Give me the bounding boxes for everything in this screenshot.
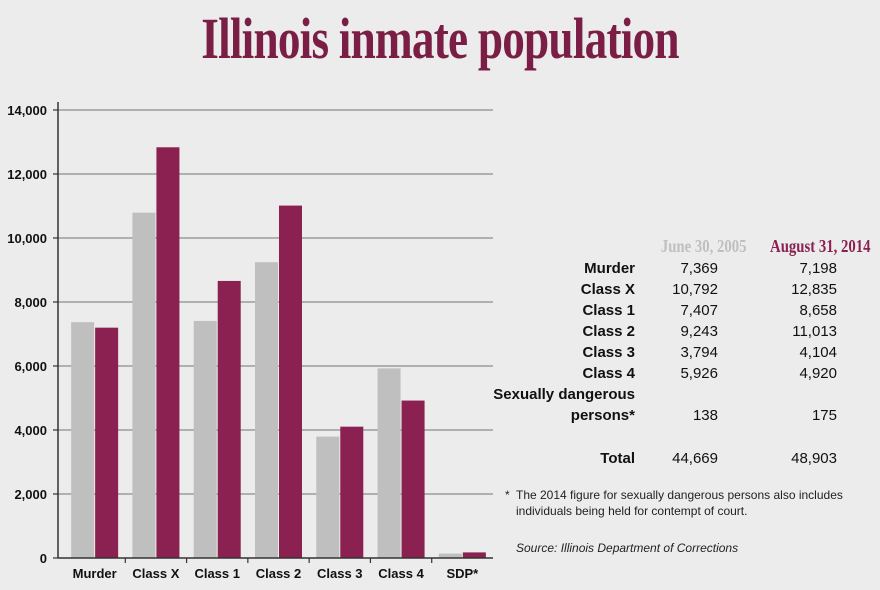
y-tick-label: 8,000: [14, 295, 47, 310]
y-tick-label: 12,000: [7, 167, 47, 182]
y-axis-ticks: 0 2,000 4,000 6,000 8,000 10,000 12,000 14,000: [7, 103, 58, 566]
chart-title: Illinois inmate population: [201, 6, 679, 71]
table-row: Class 1 7,407 8,658: [480, 302, 880, 323]
y-tick-label: 14,000: [7, 103, 47, 118]
value-2005: 44,669: [672, 450, 718, 467]
bar-2005: [316, 436, 340, 558]
bar-2005: [193, 320, 217, 558]
bar-2005: [438, 553, 462, 558]
y-tick-label: 0: [40, 551, 47, 566]
x-tick-label: Murder: [73, 566, 117, 581]
value-2005: 138: [692, 407, 718, 424]
bar-2014: [217, 280, 241, 558]
row-label: Class X: [580, 281, 635, 298]
row-label: Class 3: [582, 344, 635, 361]
value-2014: 7,198: [799, 260, 837, 277]
value-2005: 9,243: [680, 323, 718, 340]
value-2014: 11,013: [792, 323, 837, 340]
row-label: Class 4: [582, 365, 635, 382]
value-2014: 12,835: [791, 281, 837, 298]
bar-2014: [401, 400, 425, 558]
table-row: Murder 7,369 7,198: [480, 260, 880, 281]
bar-2014: [156, 147, 180, 558]
value-2014: 175: [811, 407, 837, 424]
value-2005: 3,794: [680, 344, 718, 361]
value-2005: 10,792: [672, 281, 718, 298]
bar-2005: [377, 368, 401, 558]
row-label: Murder: [584, 260, 635, 277]
table-header-2005: June 30, 2005: [661, 236, 747, 256]
table-row-sdp-line1: Sexually dangerous: [480, 386, 880, 407]
value-2005: 5,926: [680, 365, 718, 382]
y-tick-label: 4,000: [14, 423, 47, 438]
value-2005: 7,369: [680, 260, 718, 277]
row-label: Total: [600, 450, 635, 467]
row-label: Sexually dangerous: [493, 386, 635, 403]
y-tick-label: 10,000: [7, 231, 47, 246]
bar-2005: [132, 212, 156, 558]
x-tick-label: Class 2: [256, 566, 302, 581]
row-label: persons*: [570, 407, 635, 424]
footnote-marker: *: [505, 488, 510, 502]
x-tick-label: Class 3: [317, 566, 363, 581]
x-axis-ticks: Murder Class X Class 1 Class 2 Class 3 Class …: [73, 558, 479, 581]
bar-2005: [71, 322, 95, 558]
footnote: * The 2014 figure for sexually dangerous…: [505, 487, 865, 519]
axes: [57, 102, 493, 559]
table-row: Class 2 9,243 11,013: [480, 323, 880, 344]
bar-2014: [462, 552, 486, 558]
bar-2014: [95, 327, 119, 558]
value-2014: 48,903: [791, 450, 837, 467]
value-2005: 7,407: [680, 302, 718, 319]
bar-2005: [255, 262, 278, 558]
bars: [71, 147, 486, 559]
source-note: Source: Illinois Department of Correctio…: [516, 541, 739, 555]
bar-2014: [340, 426, 364, 558]
row-label: Class 1: [582, 302, 635, 319]
x-tick-label: Class X: [132, 566, 179, 581]
row-label: Class 2: [582, 323, 635, 340]
x-tick-label: Class 4: [378, 566, 424, 581]
y-tick-label: 6,000: [14, 359, 47, 374]
value-2014: 4,104: [799, 344, 837, 361]
x-tick-label: SDP*: [446, 566, 479, 581]
value-2014: 4,920: [799, 365, 837, 382]
bar-2014: [279, 205, 302, 559]
table-row: Class 3 3,794 4,104: [480, 344, 880, 365]
table-row-total: Total 44,669 48,903: [480, 450, 880, 471]
y-tick-label: 2,000: [14, 487, 47, 502]
x-tick-label: Class 1: [194, 566, 240, 581]
footnote-text: The 2014 figure for sexually dangerous p…: [516, 488, 843, 518]
table-header-2014: August 31, 2014: [770, 236, 871, 256]
value-2014: 8,658: [799, 302, 837, 319]
table-row-sdp: persons* 138 175: [480, 407, 880, 428]
table-row: Class X 10,792 12,835: [480, 281, 880, 302]
table-row: Class 4 5,926 4,920: [480, 365, 880, 386]
